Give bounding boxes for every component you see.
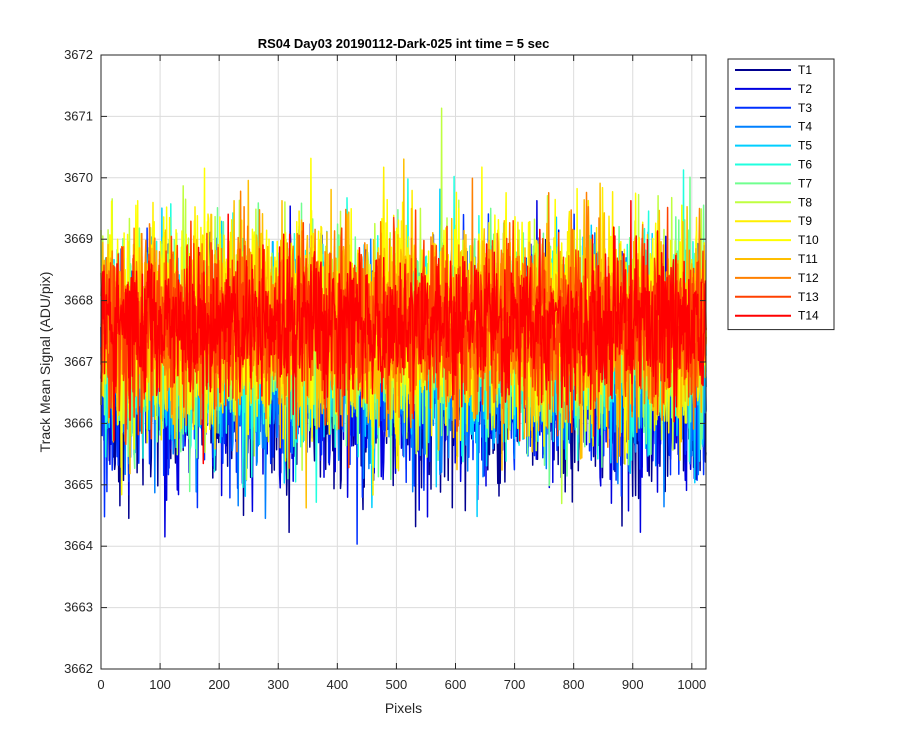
legend-label-t3: T3: [798, 101, 812, 115]
legend-label-t14: T14: [798, 309, 819, 323]
legend-label-t11: T11: [798, 252, 818, 266]
legend: T1 T2 T3 T4 T5 T6 T7 T8 T9 T10 T11 T12 T13 T14: [727, 58, 835, 331]
x-tick-label: 700: [504, 677, 526, 692]
legend-label-t10: T10: [798, 233, 819, 247]
y-tick-label: 3663: [64, 600, 93, 615]
x-tick-label: 300: [267, 677, 289, 692]
x-axis-label: Pixels: [385, 700, 422, 716]
x-tick-label: 900: [622, 677, 644, 692]
y-tick-label: 3672: [64, 47, 93, 62]
legend-label-t1: T1: [798, 63, 812, 77]
legend-label-t7: T7: [798, 176, 812, 190]
y-tick-label: 3670: [64, 170, 93, 185]
legend-label-t12: T12: [798, 271, 819, 285]
y-tick-label: 3666: [64, 415, 93, 430]
legend-label-t13: T13: [798, 290, 819, 304]
y-axis-label: Track Mean Signal (ADU/pix): [37, 272, 53, 453]
x-tick-label: 500: [386, 677, 408, 692]
legend-label-t9: T9: [798, 214, 812, 228]
y-tick-label: 3665: [64, 477, 93, 492]
legend-label-t2: T2: [798, 82, 812, 96]
series-line-t14: [100, 200, 707, 465]
legend-label-t5: T5: [798, 139, 812, 153]
y-tick-label: 3662: [64, 661, 93, 676]
x-tick-label: 400: [326, 677, 348, 692]
x-tick-label: 100: [149, 677, 171, 692]
x-tick-label: 600: [445, 677, 467, 692]
y-tick-label: 3668: [64, 293, 93, 308]
y-tick-label: 3667: [64, 354, 93, 369]
y-tick-label: 3664: [64, 538, 93, 553]
x-tick-label: 200: [208, 677, 230, 692]
x-tick-label: 1000: [677, 677, 706, 692]
chart-title: RS04 Day03 20190112-Dark-025 int time = …: [258, 36, 550, 51]
legend-label-t8: T8: [798, 195, 812, 209]
y-tick-label: 3671: [64, 108, 93, 123]
y-tick-label: 3669: [64, 231, 93, 246]
legend-box: [727, 58, 835, 331]
x-tick-label: 0: [97, 677, 104, 692]
x-tick-label: 800: [563, 677, 585, 692]
legend-label-t4: T4: [798, 120, 812, 134]
legend-label-t6: T6: [798, 158, 812, 172]
ticks: 0 100 200 300 400 500 600 700 800 900 1000 3662 3663…: [64, 47, 706, 692]
series-layer: [100, 107, 707, 545]
